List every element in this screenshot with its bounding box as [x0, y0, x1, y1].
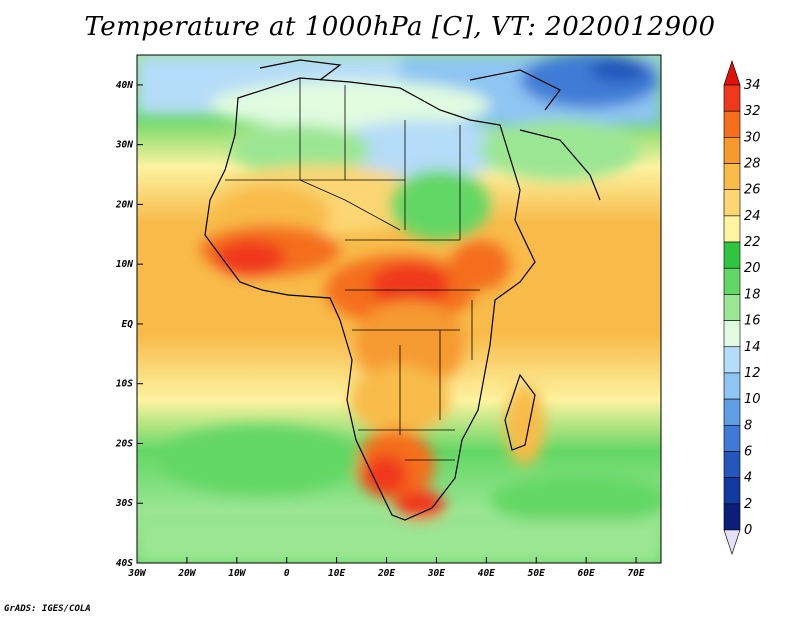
colorbar-swatch [723, 424, 741, 452]
map-title: Temperature at 1000hPa [C], VT: 20200129… [84, 12, 716, 42]
coastlines [204, 59, 601, 521]
lat-tick-label: 20N [115, 199, 133, 210]
lon-tick-label: 30E [427, 568, 445, 579]
colorbar-swatch [723, 110, 741, 138]
lat-tick-label: 20S [115, 438, 133, 449]
colorbar-label: 26 [744, 183, 761, 198]
colorbar-max-triangle [723, 60, 741, 86]
country-borders [225, 78, 480, 461]
colorbar-swatch [723, 267, 741, 295]
grads-credit: GrADS: IGES/COLA [4, 604, 91, 614]
lat-tick-label: 10N [116, 259, 133, 270]
lon-tick-label: 0 [284, 568, 290, 579]
lat-tick-label: 30S [115, 498, 133, 509]
colorbar-label: 16 [744, 314, 761, 329]
colorbar-label: 18 [744, 287, 761, 302]
colorbar-swatch [723, 189, 741, 217]
colorbar-swatch [723, 84, 741, 112]
lon-tick-label: 30W [127, 568, 146, 579]
lat-tick-label: 40N [116, 80, 133, 91]
colorbar-label: 30 [744, 130, 761, 145]
colorbar-label: 32 [744, 104, 761, 119]
colorbar-label: 20 [744, 261, 761, 276]
colorbar-label: 12 [744, 366, 761, 381]
colorbar-swatch [723, 372, 741, 400]
lat-tick-label: 40S [116, 558, 133, 569]
colorbar-label: 2 [744, 497, 752, 512]
lon-tick-label: 70E [627, 568, 644, 579]
colorbar-label: 22 [744, 235, 761, 250]
latitude-ticks: 40N 30N 20N 10N EQ 10S 20S 30S 40S [115, 80, 143, 569]
colorbar-swatch [723, 503, 741, 531]
temperature-field [137, 55, 661, 563]
colorbar-swatch [723, 346, 741, 374]
colorbar-label: 10 [744, 392, 761, 407]
colorbar-swatch [723, 398, 741, 426]
colorbar-swatch [723, 477, 741, 505]
lon-tick-label: 60E [578, 568, 595, 579]
lon-tick-label: 10E [328, 568, 345, 579]
colorbar-swatch [723, 215, 741, 243]
colorbar-label: 4 [744, 471, 752, 486]
colorbar-label: 34 [744, 78, 761, 93]
colorbar-label: 0 [744, 523, 752, 538]
colorbar-swatch [723, 320, 741, 348]
lon-tick-label: 20E [377, 568, 395, 579]
colorbar-swatch [723, 451, 741, 478]
colorbar-label: 28 [744, 157, 761, 172]
lon-tick-label: 10W [228, 568, 246, 579]
colorbar-swatch [723, 137, 741, 164]
colorbar-label: 6 [744, 444, 752, 459]
colorbar-label: 14 [744, 340, 761, 355]
longitude-ticks: 30W 20W 10W 0 10E 20E 30E 40E 50E 60E 70E [127, 557, 645, 579]
lat-tick-label: EQ [122, 319, 134, 330]
lon-tick-label: 20W [177, 568, 196, 579]
colorbar-swatch [723, 241, 741, 269]
lat-tick-label: 30N [115, 140, 133, 151]
lon-tick-label: 50E [528, 568, 545, 579]
colorbar-swatch [723, 294, 741, 321]
lat-tick-label: 10S [116, 379, 133, 390]
map-frame [136, 54, 662, 564]
colorbar-label: 24 [744, 209, 761, 224]
lon-tick-label: 40E [478, 568, 495, 579]
colorbar-swatch [723, 163, 741, 191]
colorbar-label: 8 [744, 418, 752, 433]
colorbar-min-triangle [723, 529, 741, 555]
